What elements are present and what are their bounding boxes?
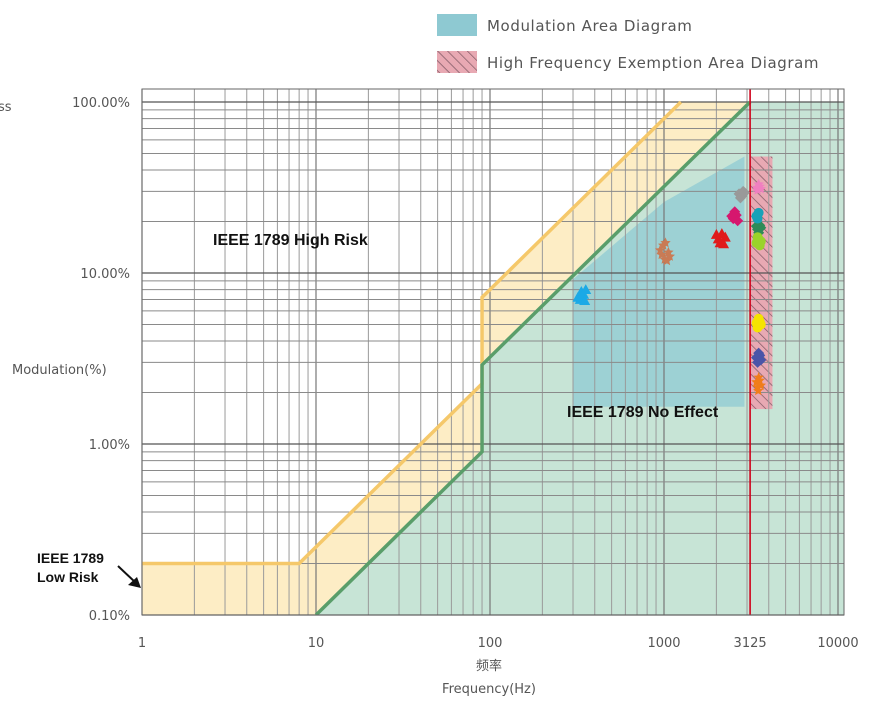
y-tick-label: 10.00% — [80, 267, 130, 282]
data-point — [710, 228, 722, 239]
data-point — [755, 319, 766, 330]
data-point — [580, 284, 592, 294]
legend-label-exemption: High Frequency Exemption Area Diagram — [487, 54, 819, 72]
data-point — [654, 244, 666, 255]
x-tick-label: 1000 — [647, 636, 680, 651]
data-point — [737, 185, 749, 197]
data-point — [752, 213, 763, 224]
data-point — [718, 238, 730, 249]
data-point — [579, 295, 591, 305]
data-point — [660, 237, 671, 248]
plot-area — [141, 88, 845, 616]
modulation-area — [573, 156, 745, 407]
y-tick-label: 1.00% — [89, 438, 130, 453]
legend-swatch-exemption — [437, 51, 477, 73]
data-points — [572, 178, 767, 396]
data-point — [755, 183, 766, 194]
legend-label-modulation: Modulation Area Diagram — [487, 17, 693, 35]
no-effect-label: IEEE 1789 No Effect — [567, 404, 719, 421]
data-point — [750, 220, 762, 232]
data-point — [664, 250, 675, 261]
cut-label: ss — [0, 100, 12, 115]
x-tick-label: 1 — [138, 636, 146, 651]
data-point — [754, 375, 765, 385]
x-tick-label: 10000 — [817, 636, 858, 651]
x-tick-label: 10 — [308, 636, 325, 651]
no-effect-boundary — [314, 100, 752, 615]
low-risk-label-line1: IEEE 1789 — [37, 550, 104, 566]
plot-border — [141, 88, 845, 616]
data-point — [719, 231, 731, 242]
x-axis-ticks: 1 10 100 1000 3125 10000 — [138, 636, 859, 651]
legend-swatch-modulation — [437, 14, 477, 36]
low-risk-arrow — [117, 565, 141, 588]
y-axis-ticks: 0.10% 1.00% 10.00% 100.00% — [72, 96, 130, 624]
x-tick-label: 100 — [478, 636, 503, 651]
data-point — [755, 354, 767, 366]
y-tick-label: 0.10% — [89, 609, 130, 624]
x-axis-title-cn: 频率 — [476, 658, 502, 674]
data-point — [755, 236, 766, 247]
x-axis-title-en: Frequency(Hz) — [442, 682, 536, 697]
legend: Modulation Area Diagram High Frequency E… — [437, 14, 819, 73]
high-risk-label: IEEE 1789 High Risk — [213, 232, 368, 249]
y-axis-title: Modulation(%) — [12, 363, 107, 378]
x-tick-label: 3125 — [734, 636, 767, 651]
low-risk-label-line2: Low Risk — [37, 569, 99, 585]
y-tick-label: 100.00% — [72, 96, 130, 111]
data-point — [753, 385, 764, 396]
data-point — [726, 210, 738, 222]
